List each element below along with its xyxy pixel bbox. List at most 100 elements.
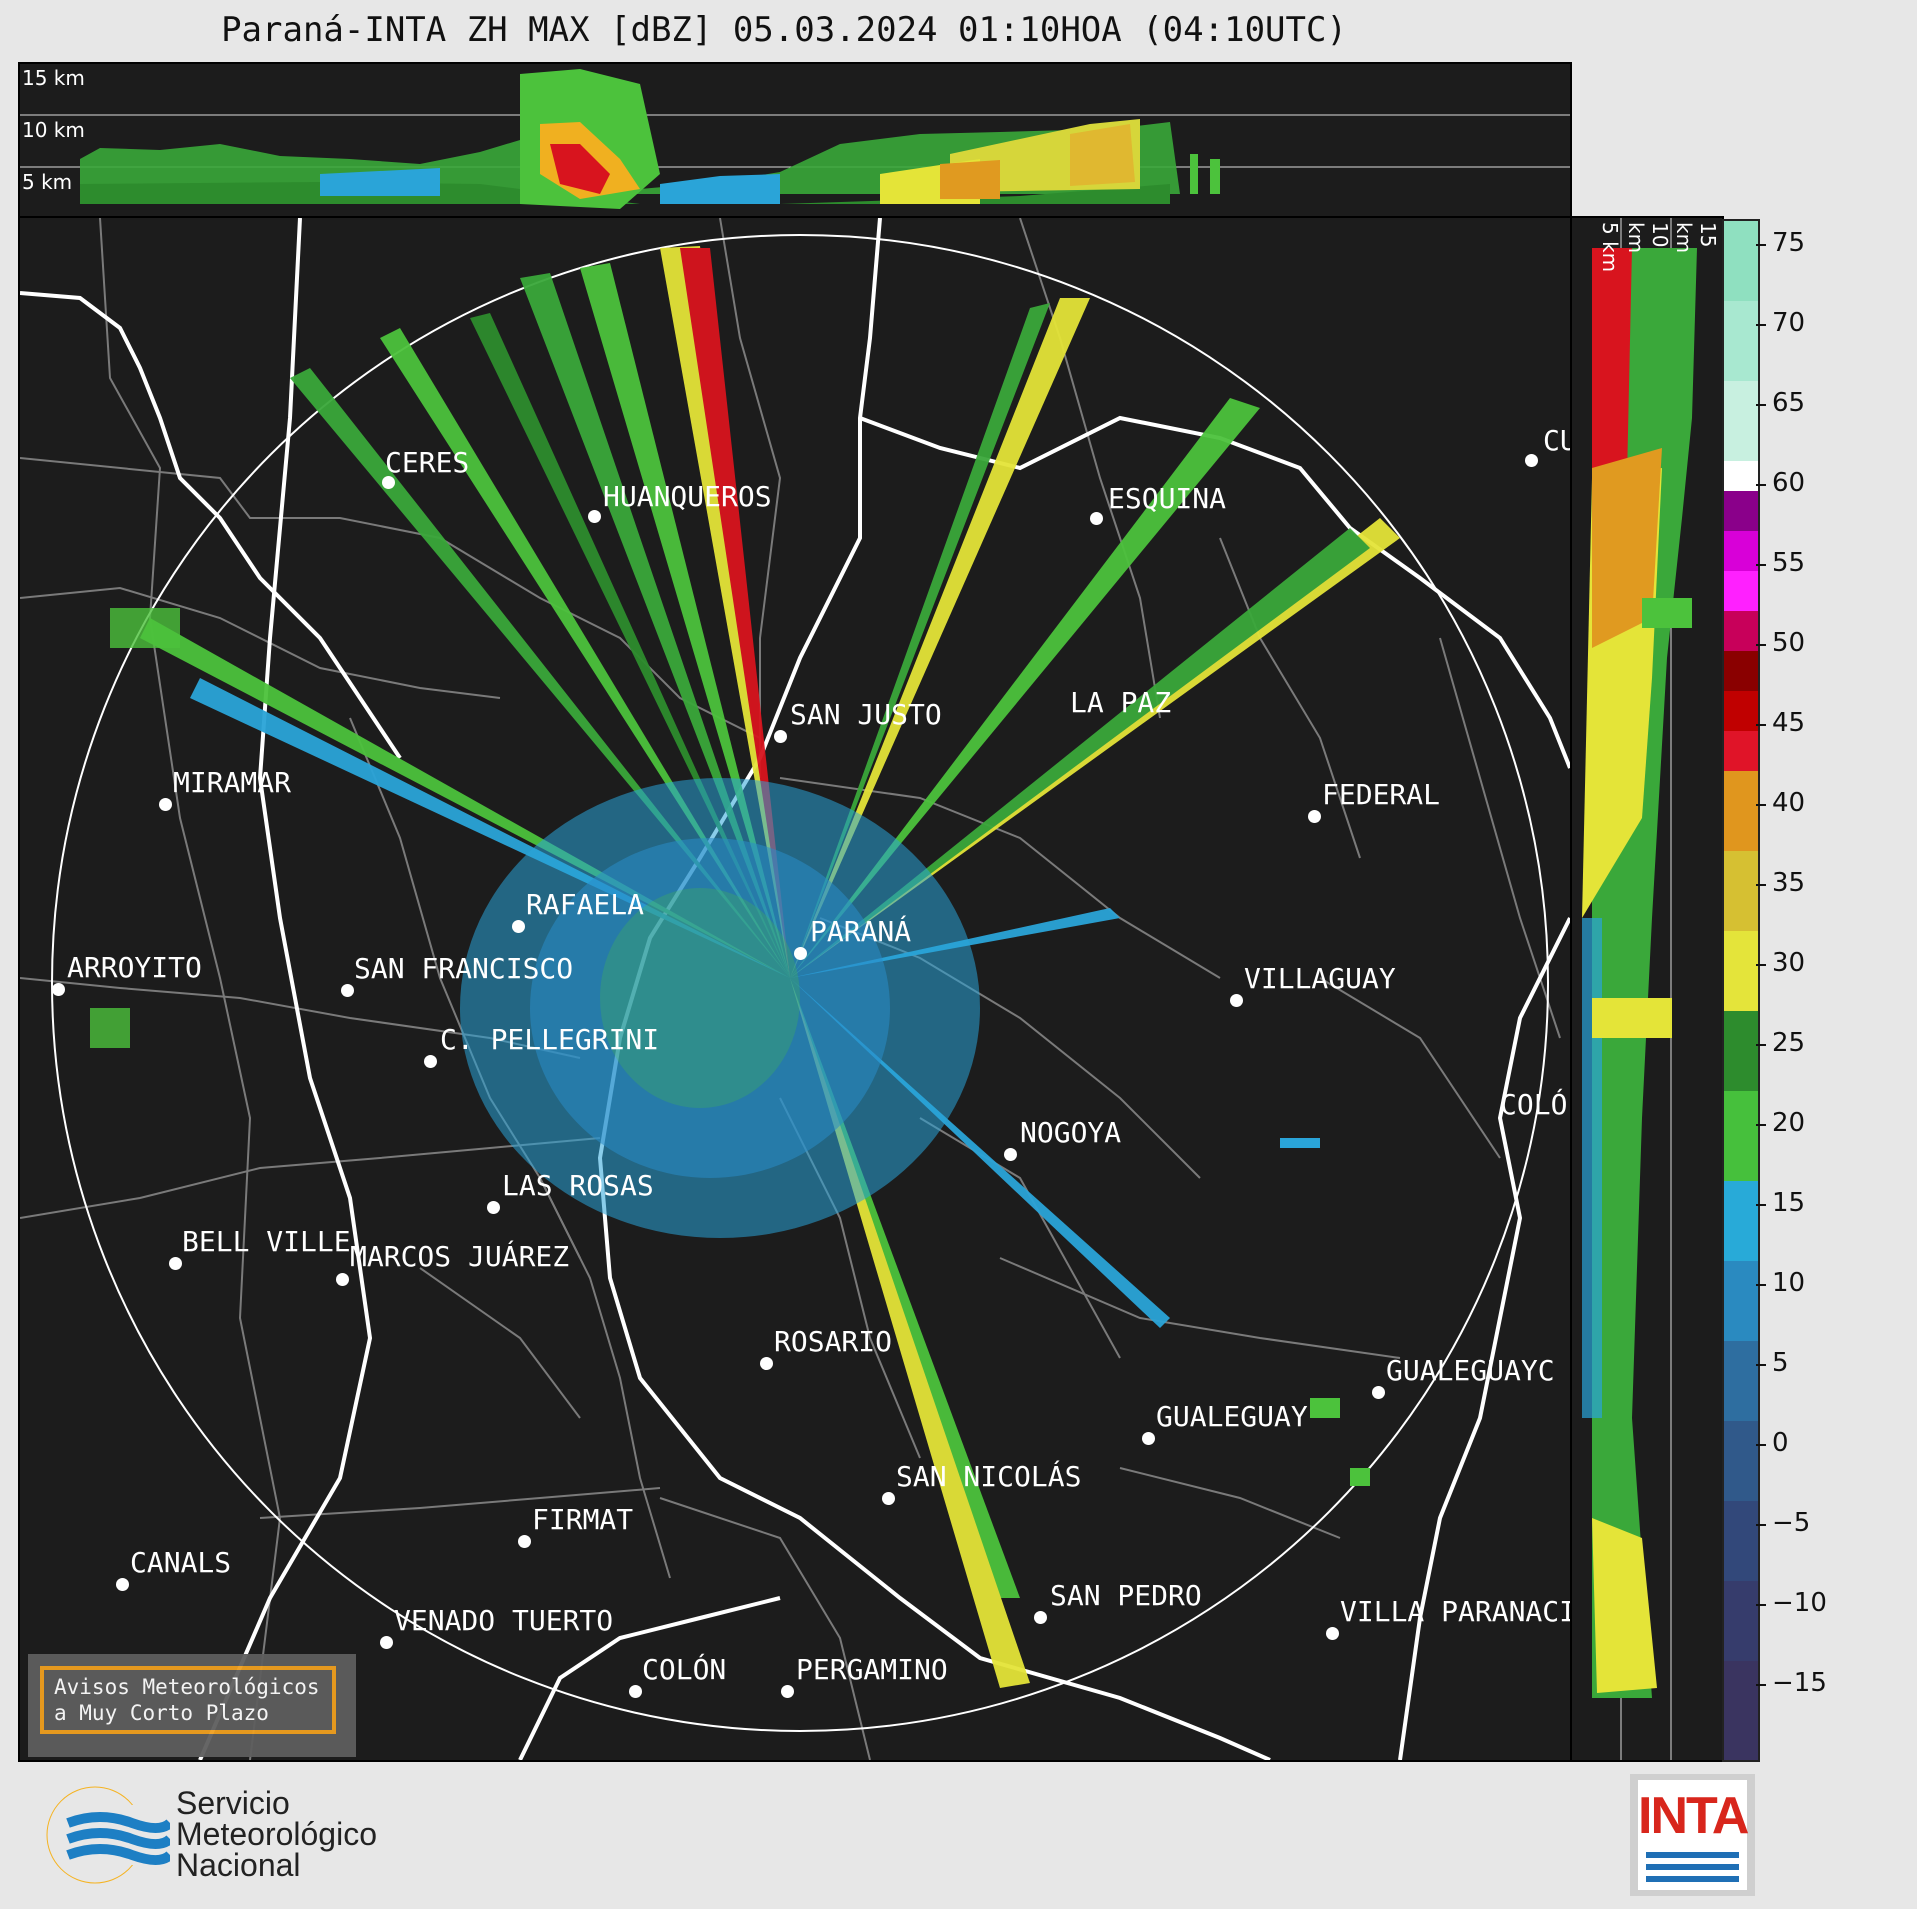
city-dot-federal bbox=[1308, 810, 1321, 823]
smn-logo-text: Servicio Meteorológico Nacional bbox=[176, 1787, 377, 1881]
city-label-san-nicolas: SAN NICOLÁS bbox=[896, 1460, 1082, 1493]
colorbar-tick-label-5: 5 bbox=[1772, 1348, 1789, 1378]
colorbar-tick bbox=[1756, 564, 1766, 566]
colorbar-tick bbox=[1756, 1044, 1766, 1046]
city-dot-colon bbox=[629, 1685, 642, 1698]
city-dot-bell-ville bbox=[169, 1257, 182, 1270]
city-dot-canals bbox=[116, 1578, 129, 1591]
colorbar-tick-label-15: 15 bbox=[1772, 1188, 1806, 1218]
city-label-bell-ville: BELL VILLE bbox=[182, 1225, 351, 1258]
city-dot-san-pedro bbox=[1034, 1611, 1047, 1624]
colorbar-tick bbox=[1756, 404, 1766, 406]
colorbar-tick bbox=[1756, 1204, 1766, 1206]
colorbar-tick bbox=[1756, 484, 1766, 486]
city-label-firmat: FIRMAT bbox=[532, 1503, 634, 1536]
city-label-venado-tuerto: VENADO TUERTO bbox=[394, 1604, 614, 1637]
city-label-canals: CANALS bbox=[130, 1546, 232, 1579]
city-label-rafaela: RAFAELA bbox=[526, 888, 645, 921]
radar-range-circle bbox=[51, 234, 1549, 1732]
warning-legend-line2: a Muy Corto Plazo bbox=[54, 1701, 269, 1725]
colorbar-tick-label-minus10: −10 bbox=[1772, 1588, 1827, 1618]
city-dot-huanqueros bbox=[588, 510, 601, 523]
top-altitude-label-10km: 10 km bbox=[22, 118, 85, 142]
side-cross-section-panel: 5 km 10 km 15 km bbox=[1570, 216, 1724, 1762]
city-dot-san-nicolas bbox=[882, 1492, 895, 1505]
colorbar-tick-label-70: 70 bbox=[1772, 308, 1806, 338]
colorbar-tick-label-10: 10 bbox=[1772, 1268, 1806, 1298]
city-label-miramar: MIRAMAR bbox=[173, 766, 292, 799]
map-title: Paraná-INTA ZH MAX [dBZ] 05.03.2024 01:1… bbox=[221, 10, 1347, 50]
colorbar-tick bbox=[1756, 884, 1766, 886]
city-label-colon: COLÓN bbox=[642, 1653, 727, 1686]
city-dot-san-francisco bbox=[341, 984, 354, 997]
warning-legend-line1: Avisos Meteorológicos bbox=[54, 1675, 320, 1699]
colorbar-tick-label-0: 0 bbox=[1772, 1428, 1789, 1458]
colorbar-tick-label-65: 65 bbox=[1772, 388, 1806, 418]
colorbar-tick bbox=[1756, 644, 1766, 646]
colorbar-tick-label-55: 55 bbox=[1772, 548, 1806, 578]
city-dot-venado-tuerto bbox=[380, 1636, 393, 1649]
colorbar-tick bbox=[1756, 1284, 1766, 1286]
city-label-villaguay: VILLAGUAY bbox=[1244, 962, 1396, 995]
colorbar-tick-label-50: 50 bbox=[1772, 628, 1806, 658]
city-dot-ceres bbox=[382, 476, 395, 489]
radar-map-svg bbox=[20, 218, 1570, 1760]
city-dot-las-rosas bbox=[487, 1201, 500, 1214]
colorbar-tick bbox=[1756, 244, 1766, 246]
city-dot-villaguay bbox=[1230, 994, 1243, 1007]
colorbar-tick-label-75: 75 bbox=[1772, 228, 1806, 258]
city-dot-rosario bbox=[760, 1357, 773, 1370]
city-label-arroyito: ARROYITO bbox=[67, 951, 202, 984]
top-cross-section-echoes bbox=[20, 69, 1570, 209]
dbz-colorbar bbox=[1722, 219, 1760, 1762]
inta-logo: INTA bbox=[1630, 1774, 1755, 1896]
colorbar-tick bbox=[1756, 1684, 1766, 1686]
city-label-san-justo: SAN JUSTO bbox=[790, 698, 942, 731]
colorbar-tick bbox=[1756, 1364, 1766, 1366]
inta-logo-bar-3 bbox=[1646, 1876, 1739, 1882]
side-altitude-label-15km: 15 km bbox=[1672, 222, 1720, 254]
city-label-colo: COLÓ bbox=[1500, 1088, 1568, 1121]
smn-logo-icon bbox=[46, 1786, 170, 1884]
city-dot-gualeguay bbox=[1142, 1432, 1155, 1445]
colorbar-tick-label-40: 40 bbox=[1772, 788, 1806, 818]
city-label-marcos-juarez: MARCOS JUÁREZ bbox=[350, 1240, 570, 1273]
city-label-parana: PARANÁ bbox=[810, 915, 912, 948]
colorbar-tick bbox=[1756, 1604, 1766, 1606]
city-dot-nogoya bbox=[1004, 1148, 1017, 1161]
city-dot-c-pellegrini bbox=[424, 1055, 437, 1068]
side-altitude-label-5km: 5 km bbox=[1598, 222, 1622, 273]
city-dot-miramar bbox=[159, 798, 172, 811]
colorbar-tick-label-60: 60 bbox=[1772, 468, 1806, 498]
city-label-pergamino: PERGAMINO bbox=[796, 1653, 948, 1686]
side-altitude-label-10km: 10 km bbox=[1624, 222, 1672, 254]
department-borders bbox=[20, 218, 1561, 1760]
scattered-echo-cells bbox=[90, 608, 1370, 1486]
city-label-rosario: ROSARIO bbox=[774, 1325, 893, 1358]
colorbar-tick bbox=[1756, 804, 1766, 806]
inta-logo-text: INTA bbox=[1638, 1787, 1749, 1845]
top-altitude-label-5km: 5 km bbox=[22, 170, 73, 194]
city-label-villa-paranacito: VILLA PARANACIT bbox=[1340, 1595, 1572, 1628]
dbz-colorbar-gradient bbox=[1724, 221, 1758, 1760]
colorbar-tick-label-25: 25 bbox=[1772, 1028, 1806, 1058]
radar-map-panel: CERES HUANQUEROS ESQUINA CU SAN JUSTO LA… bbox=[18, 216, 1572, 1762]
inta-logo-bar-1 bbox=[1646, 1852, 1739, 1858]
colorbar-tick bbox=[1756, 1524, 1766, 1526]
city-label-c-pellegrini: C. PELLEGRINI bbox=[440, 1023, 660, 1056]
city-dot-cu bbox=[1525, 454, 1538, 467]
city-dot-gualeguaychu bbox=[1372, 1386, 1385, 1399]
city-dot-marcos-juarez bbox=[336, 1273, 349, 1286]
warning-legend-box[interactable]: Avisos Meteorológicos a Muy Corto Plazo bbox=[28, 1654, 356, 1757]
colorbar-tick-label-35: 35 bbox=[1772, 868, 1806, 898]
colorbar-tick-label-minus5: −5 bbox=[1772, 1508, 1811, 1538]
city-dot-arroyito bbox=[52, 983, 65, 996]
city-label-cu: CU bbox=[1543, 424, 1570, 457]
city-label-gualeguaychu: GUALEGUAYC bbox=[1386, 1354, 1555, 1387]
city-dot-san-justo bbox=[774, 730, 787, 743]
city-dot-pergamino bbox=[781, 1685, 794, 1698]
smn-logo-line2: Meteorológico bbox=[176, 1816, 377, 1852]
top-cross-section-panel: 15 km 10 km 5 km bbox=[18, 62, 1572, 218]
city-label-san-francisco: SAN FRANCISCO bbox=[354, 952, 574, 985]
city-label-huanqueros: HUANQUEROS bbox=[603, 480, 772, 513]
